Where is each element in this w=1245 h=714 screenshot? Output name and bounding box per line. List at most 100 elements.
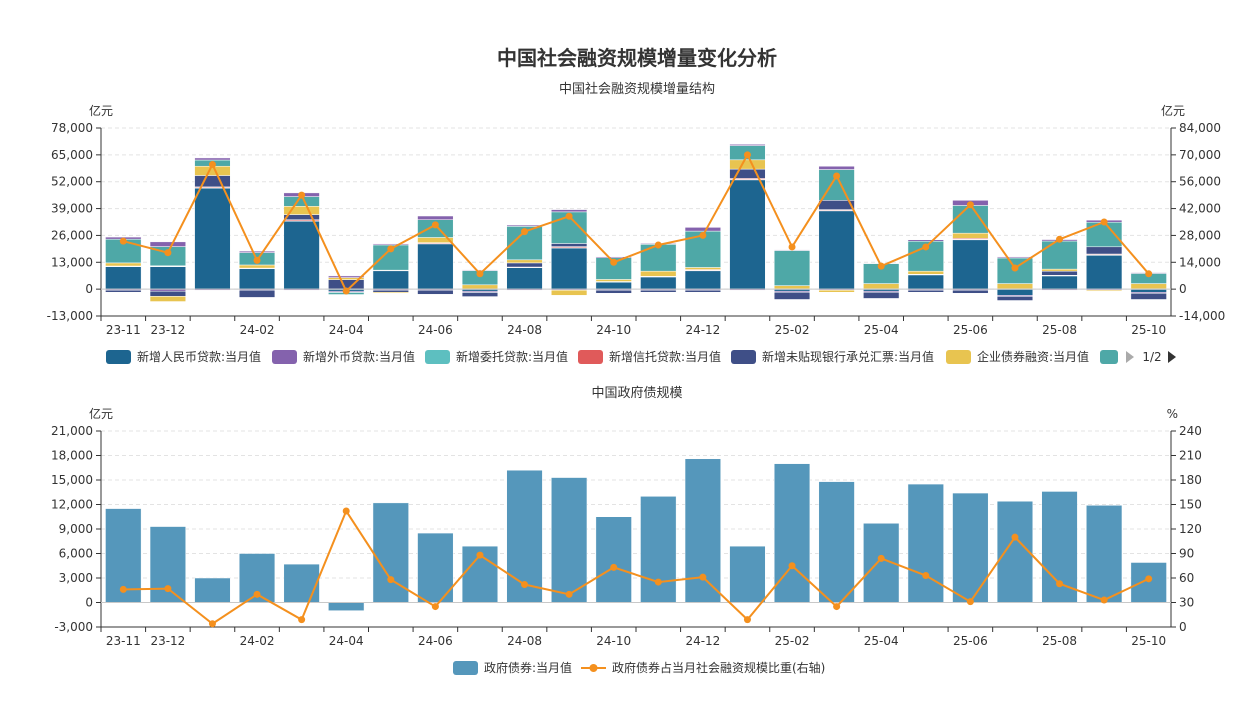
bar-segment xyxy=(1086,254,1123,290)
bar-segment xyxy=(149,290,186,297)
bar-segment xyxy=(907,239,944,242)
left-tick-label: 65,000 xyxy=(51,148,93,162)
bar-segment xyxy=(818,165,855,170)
bar-segment xyxy=(684,267,721,270)
legend-page-indicator: 1/2 xyxy=(1142,350,1161,364)
right-tick-label: 56,000 xyxy=(1179,175,1221,189)
legend-label: 政府债券:当月值 xyxy=(484,660,572,675)
bar-segment xyxy=(863,283,900,289)
left-tick-label: 26,000 xyxy=(51,228,93,242)
bar-segment xyxy=(640,496,677,603)
line-point xyxy=(610,563,618,571)
right-tick-label: 0 xyxy=(1179,620,1187,634)
legend-swatch-partial xyxy=(1100,350,1118,364)
bar-segment xyxy=(506,469,543,603)
line-point xyxy=(788,243,796,251)
bar-segment xyxy=(640,289,677,293)
bar-segment xyxy=(551,209,588,213)
chart2-bars xyxy=(105,458,1167,611)
line-point xyxy=(1011,533,1019,541)
bar-segment xyxy=(595,516,632,603)
legend-label: 新增未贴现银行承兑汇票:当月值 xyxy=(762,349,934,364)
line-point xyxy=(164,585,172,593)
bar-segment xyxy=(729,144,766,146)
legend-swatch xyxy=(731,350,756,364)
x-tick-label: 23-11 xyxy=(106,323,141,337)
bar-segment xyxy=(907,270,944,275)
bar-segment xyxy=(818,210,855,290)
legend-swatch xyxy=(946,350,971,364)
bar-segment xyxy=(907,289,944,293)
line-point xyxy=(743,151,751,159)
x-tick-label: 24-10 xyxy=(596,323,631,337)
left-tick-label: 52,000 xyxy=(51,175,93,189)
line-point xyxy=(654,241,662,249)
line-point xyxy=(833,172,841,180)
line-point xyxy=(387,576,395,584)
line-point xyxy=(298,191,306,199)
bar-segment xyxy=(149,296,186,302)
x-tick-label: 23-12 xyxy=(150,323,185,337)
left-tick-label: 3,000 xyxy=(59,571,93,585)
chart1-legend: 新增人民币贷款:当月值 新增外币贷款:当月值 新增委托贷款:当月值 新增信托贷款:当月… xyxy=(106,349,1176,364)
legend-label: 政府债券占当月社会融资规模比重(右轴) xyxy=(612,660,825,675)
x-tick-label: 23-12 xyxy=(150,634,185,648)
chart1-left-unit: 亿元 xyxy=(89,103,113,118)
line-point xyxy=(1100,596,1108,604)
bar-segment xyxy=(551,289,588,296)
chart2-axes: -3,000 0 3,000 6,000 9,000 12,000 15,000 18,000… xyxy=(51,424,1202,648)
legend-next-page-icon xyxy=(1168,351,1176,363)
legend-label: 新增人民币贷款:当月值 xyxy=(137,349,261,364)
bar-segment xyxy=(461,284,499,290)
bar-segment xyxy=(952,232,989,239)
bar-segment xyxy=(328,279,365,290)
bar-segment xyxy=(105,289,142,293)
bar-segment xyxy=(729,159,766,170)
legend-label: 新增信托贷款:当月值 xyxy=(609,349,721,364)
bar-segment xyxy=(729,179,766,290)
bar-segment xyxy=(238,264,276,269)
x-tick-label: 24-12 xyxy=(685,634,720,648)
bar-segment xyxy=(1086,505,1123,603)
bar-segment xyxy=(194,175,231,188)
legend-swatch xyxy=(425,350,450,364)
x-tick-label: 24-02 xyxy=(240,323,275,337)
bar-segment xyxy=(684,227,721,232)
legend-swatch xyxy=(106,350,131,364)
chart1-axes: -13,000 0 13,000 26,000 39,000 52,000 65,000 78… xyxy=(47,121,1226,337)
bar-segment xyxy=(372,270,409,290)
legend-label: 新增委托贷款:当月值 xyxy=(456,349,568,364)
line-point xyxy=(298,616,306,624)
x-tick-label: 25-08 xyxy=(1042,323,1077,337)
chart1-bars xyxy=(105,144,1167,302)
line-point xyxy=(342,507,350,515)
left-tick-label: 0 xyxy=(85,282,93,296)
line-point xyxy=(253,256,261,264)
bar-segment xyxy=(773,285,811,289)
bar-segment xyxy=(996,500,1034,603)
right-tick-label: 28,000 xyxy=(1179,228,1221,242)
x-tick-label: 24-08 xyxy=(507,323,542,337)
x-tick-label: 25-06 xyxy=(953,323,988,337)
chart2-legend: 政府债券:当月值 政府债券占当月社会融资规模比重(右轴) xyxy=(453,660,825,675)
line-point xyxy=(1100,218,1108,226)
chart2-right-unit: % xyxy=(1167,407,1178,421)
bar-segment xyxy=(551,247,588,290)
bar-segment xyxy=(149,241,186,247)
bar-segment xyxy=(372,291,409,294)
bar-segment xyxy=(773,291,811,300)
x-tick-label: 25-06 xyxy=(953,634,988,648)
left-tick-label: -13,000 xyxy=(47,309,93,323)
bar-segment xyxy=(551,243,588,247)
bar-segment xyxy=(640,276,677,290)
line-point xyxy=(1056,580,1064,588)
bar-segment xyxy=(818,289,855,293)
bar-segment xyxy=(328,602,365,611)
line-point xyxy=(699,231,707,239)
left-tick-label: 78,000 xyxy=(51,121,93,135)
line-point xyxy=(1011,264,1019,272)
chart1-grid xyxy=(101,127,1171,290)
legend-label: 新增外币贷款:当月值 xyxy=(303,349,415,364)
